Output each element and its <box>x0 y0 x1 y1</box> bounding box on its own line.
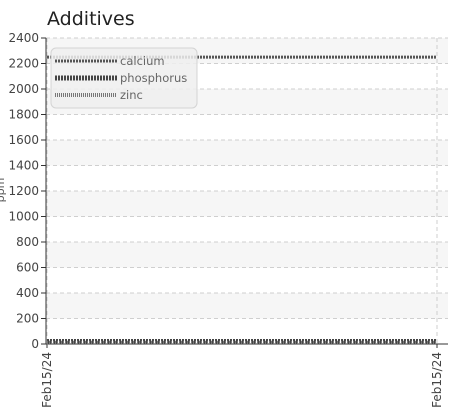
plot-band <box>46 293 448 319</box>
y-tick-label: 1400 <box>8 159 39 173</box>
y-tick-label: 2400 <box>8 31 39 45</box>
y-tick-label: 1200 <box>8 184 39 198</box>
plot-background <box>46 38 448 344</box>
y-tick-label: 200 <box>16 312 39 326</box>
y-tick-label: 600 <box>16 261 39 275</box>
y-tick-label: 2200 <box>8 57 39 71</box>
x-tick-label: Feb15/24 <box>430 352 444 408</box>
plot-band <box>46 191 448 217</box>
y-tick-label: 1000 <box>8 210 39 224</box>
y-tick-label: 400 <box>16 286 39 300</box>
plot-band <box>46 216 448 242</box>
legend[interactable]: calcium phosphorus zinc <box>50 47 198 109</box>
legend-label-zinc[interactable]: zinc <box>120 88 143 102</box>
y-tick-label: 1600 <box>8 133 39 147</box>
plot-band <box>46 140 448 166</box>
x-axis-ticks: Feb15/24 Feb15/24 <box>40 344 444 408</box>
legend-label-calcium[interactable]: calcium <box>120 54 165 68</box>
y-tick-label: 800 <box>16 235 39 249</box>
plot-band <box>46 242 448 268</box>
y-axis-ticks: 0 200 400 600 800 1000 1200 1400 1600 1800 2000 220… <box>8 31 46 351</box>
y-tick-label: 2000 <box>8 82 39 96</box>
plot-band <box>46 267 448 293</box>
plot-band <box>46 165 448 191</box>
plot-band <box>46 114 448 140</box>
y-tick-label: 1800 <box>8 108 39 122</box>
y-axis-label: ppm <box>0 178 7 203</box>
y-tick-label: 0 <box>31 337 39 351</box>
legend-label-phosphorus[interactable]: phosphorus <box>120 71 187 85</box>
chart-title: Additives <box>47 8 135 30</box>
x-tick-label: Feb15/24 <box>40 352 54 408</box>
